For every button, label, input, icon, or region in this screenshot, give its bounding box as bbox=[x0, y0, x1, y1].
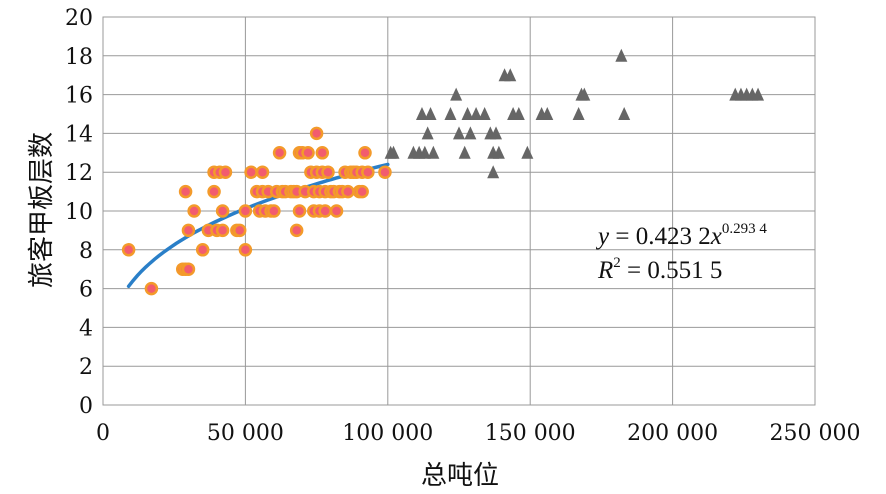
triangle-point bbox=[470, 107, 483, 120]
x-tick-label: 0 bbox=[96, 421, 110, 446]
circle-point bbox=[207, 184, 221, 199]
circle-point bbox=[329, 204, 344, 218]
y-tick-label: 10 bbox=[65, 200, 93, 225]
r2-value: = 0.551 5 bbox=[621, 257, 723, 284]
y-tick-label: 14 bbox=[65, 122, 93, 147]
y-tick-label: 0 bbox=[79, 394, 93, 419]
y-tick-label: 2 bbox=[79, 355, 93, 380]
triangle-point bbox=[487, 165, 500, 179]
circle-point bbox=[232, 223, 247, 238]
y-tick-label: 6 bbox=[79, 278, 93, 303]
circle-point bbox=[272, 146, 287, 160]
triangle-point bbox=[752, 87, 765, 101]
y-tick-label: 8 bbox=[79, 239, 93, 264]
eq-y: y bbox=[595, 223, 610, 250]
circle-point bbox=[318, 204, 332, 218]
trend-line bbox=[126, 162, 390, 289]
x-tick-label: 250 000 bbox=[770, 421, 861, 446]
x-tick-label: 100 000 bbox=[342, 421, 433, 446]
y-tick-label: 18 bbox=[65, 45, 93, 70]
triangle-point bbox=[453, 126, 465, 140]
triangle-point bbox=[444, 107, 457, 120]
plot-frame bbox=[102, 16, 816, 406]
circle-point bbox=[144, 281, 159, 296]
circle-point bbox=[255, 165, 270, 179]
circle-point bbox=[181, 223, 196, 238]
y-tick-label: 12 bbox=[65, 161, 93, 186]
circle-point bbox=[321, 165, 335, 179]
y-axis-title: 旅客甲板层数 bbox=[27, 132, 57, 288]
circle-point bbox=[181, 262, 196, 276]
circle-point bbox=[301, 146, 315, 160]
triangle-point bbox=[572, 107, 585, 120]
circle-point bbox=[244, 165, 258, 179]
triangle-point bbox=[418, 145, 431, 159]
equation-annotation: y = 0.423 2x0.293 4 bbox=[595, 221, 767, 250]
circle-point bbox=[361, 165, 375, 179]
circle-point bbox=[289, 223, 304, 238]
circle-point bbox=[238, 243, 253, 257]
trend-line-layer bbox=[126, 162, 390, 289]
circle-point bbox=[358, 146, 372, 160]
triangle-point bbox=[521, 145, 534, 159]
data-points bbox=[121, 48, 765, 296]
circle-point bbox=[121, 243, 136, 257]
eq-exponent: 0.293 4 bbox=[722, 221, 768, 237]
triangle-point bbox=[461, 107, 474, 120]
triangle-point bbox=[424, 107, 437, 120]
x-tick-label: 50 000 bbox=[207, 421, 284, 446]
triangle-point bbox=[492, 145, 505, 159]
circle-point bbox=[187, 204, 201, 218]
circle-point bbox=[355, 184, 369, 199]
grid-lines bbox=[102, 16, 816, 406]
circle-point bbox=[215, 204, 230, 218]
triangle-point bbox=[464, 126, 477, 140]
r2-exponent: 2 bbox=[613, 255, 621, 271]
circle-point bbox=[315, 146, 330, 160]
circle-point bbox=[267, 204, 281, 218]
circle-point bbox=[292, 204, 307, 218]
triangle-point bbox=[478, 107, 491, 120]
circle-point bbox=[309, 126, 324, 141]
triangle-point bbox=[387, 145, 400, 159]
x-tick-label: 200 000 bbox=[627, 421, 718, 446]
triangle-point bbox=[512, 107, 525, 120]
axes bbox=[102, 16, 816, 406]
triangle-point bbox=[450, 87, 463, 101]
triangle-point bbox=[415, 107, 428, 120]
y-tick-label: 20 bbox=[65, 6, 93, 31]
triangle-point bbox=[618, 107, 631, 120]
circle-point bbox=[215, 223, 230, 238]
triangle-point bbox=[458, 145, 471, 159]
eq-x: x bbox=[710, 223, 722, 250]
circle-point bbox=[218, 165, 233, 179]
circle-point bbox=[341, 184, 355, 199]
triangle-point bbox=[427, 145, 440, 159]
triangle-point bbox=[421, 126, 434, 140]
r2-r: R bbox=[597, 257, 613, 284]
triangle-point bbox=[541, 107, 554, 120]
y-tick-label: 16 bbox=[65, 84, 93, 109]
y-tick-label: 4 bbox=[79, 316, 93, 341]
circle-point bbox=[178, 184, 193, 199]
circle-point bbox=[238, 204, 253, 218]
x-axis-title: 总吨位 bbox=[421, 461, 499, 491]
x-tick-label: 150 000 bbox=[485, 421, 576, 446]
eq-coef: = 0.423 2 bbox=[609, 223, 711, 250]
triangle-point bbox=[490, 126, 503, 140]
triangle-point bbox=[578, 87, 591, 101]
r-squared-annotation: R2 = 0.551 5 bbox=[597, 255, 722, 284]
triangle-point bbox=[615, 48, 628, 62]
triangle-point bbox=[504, 68, 517, 82]
circle-point bbox=[378, 165, 392, 179]
circle-point bbox=[195, 243, 210, 257]
